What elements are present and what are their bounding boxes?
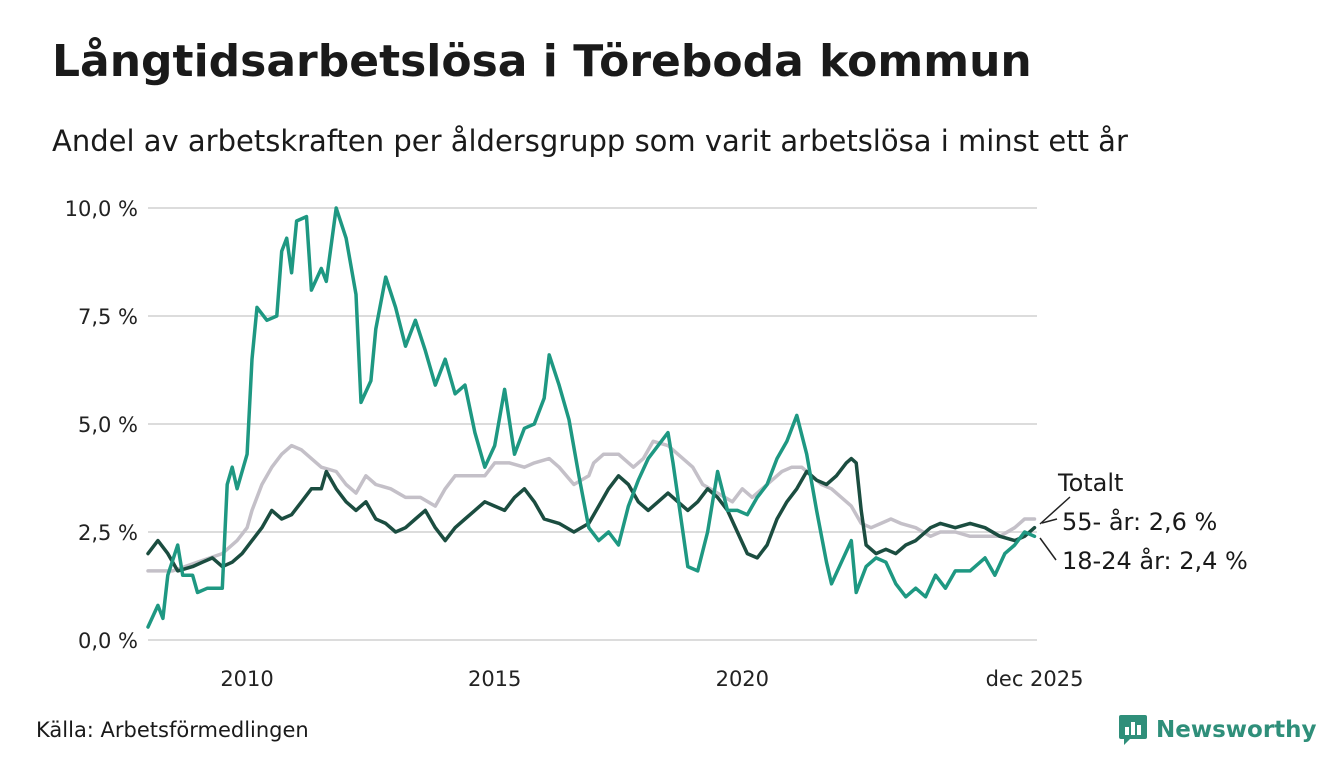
series-label: Totalt [1057,469,1123,497]
x-tick-label: 2015 [468,667,521,691]
series-line-55-r [146,456,1037,573]
label-leader-line [1041,518,1058,524]
brand-name: Newsworthy [1156,717,1317,743]
y-tick-label: 0,0 % [78,629,138,653]
x-tick-label: dec 2025 [986,667,1084,691]
chart-title: Långtidsarbetslösa i Töreboda kommun [52,36,1032,87]
y-tick-label: 10,0 % [65,197,138,221]
y-tick-label: 2,5 % [78,521,138,545]
x-tick-label: 2010 [220,667,273,691]
series-labels: Totalt 55- år: 2,6 % 18-24 år: 2,4 % [1039,469,1248,575]
series-lines [146,206,1037,629]
label-leader-line [1039,496,1071,525]
series-label: 55- år: 2,6 % [1062,507,1217,536]
newsworthy-logo: Newsworthy [1118,713,1317,747]
x-axis-ticks: 2010 2015 2020 dec 2025 [220,667,1083,691]
chart-bubble-icon [1119,715,1147,745]
series-label: 18-24 år: 2,4 % [1062,546,1248,575]
gridlines [148,207,1037,641]
series-line-totalt [146,439,1037,573]
label-leader-line [1039,537,1057,561]
y-axis-ticks: 0,0 % 2,5 % 5,0 % 7,5 % 10,0 % [65,197,138,653]
y-tick-label: 7,5 % [78,305,138,329]
chart-subtitle: Andel av arbetskraften per åldersgrupp s… [52,124,1128,158]
series-line-18-24-r [146,206,1037,629]
source-note: Källa: Arbetsförmedlingen [36,718,309,742]
y-tick-label: 5,0 % [78,413,138,437]
x-tick-label: 2020 [716,667,769,691]
